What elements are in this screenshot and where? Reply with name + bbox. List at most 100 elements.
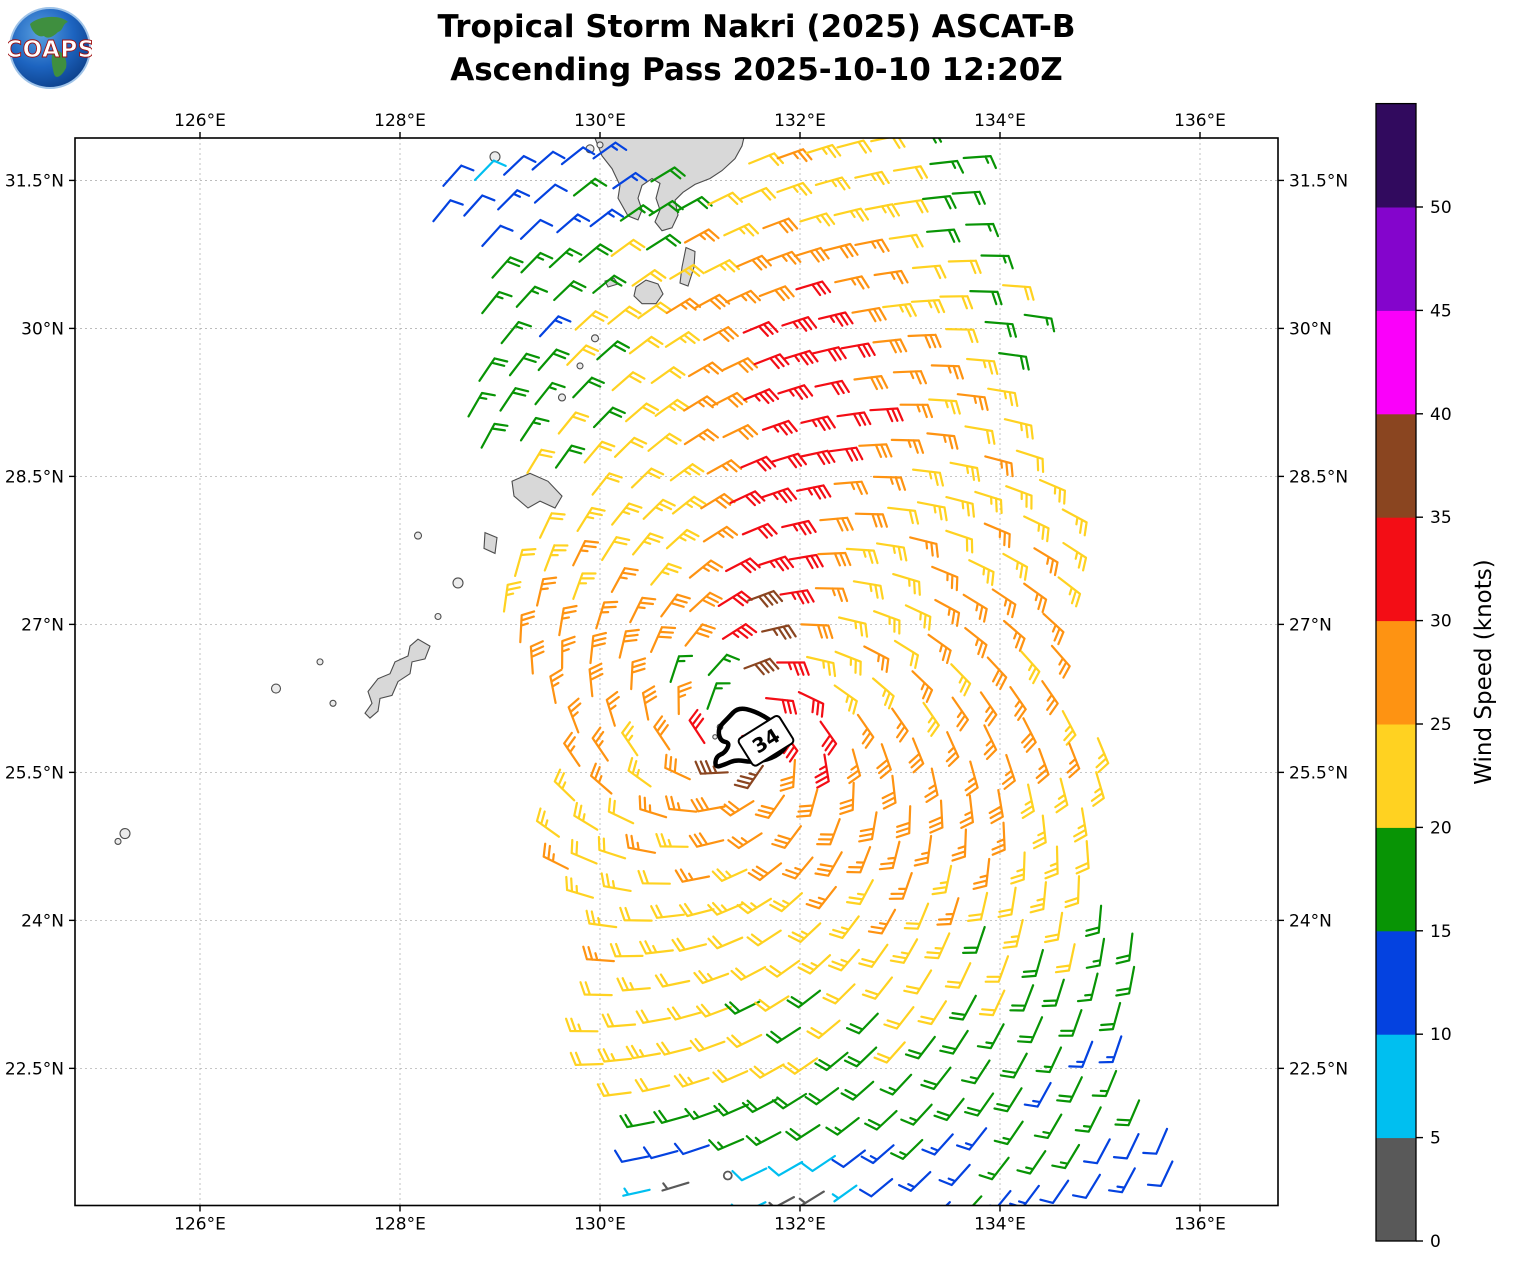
logo-continent-north	[30, 16, 68, 38]
wind-barb	[988, 789, 1004, 825]
wind-barb	[930, 364, 964, 380]
wind-barb	[1021, 948, 1044, 978]
wind-barb	[589, 631, 607, 665]
wind-barb	[689, 1038, 726, 1052]
wind-barb	[761, 487, 798, 504]
wind-barb	[951, 190, 986, 206]
wind-barb	[618, 628, 640, 659]
wind-barb	[924, 932, 951, 960]
wind-barbs-layer	[432, 138, 1174, 1227]
wind-barb	[722, 424, 759, 440]
colorbar-title: Wind Speed (knots)	[1471, 559, 1497, 785]
wind-barb	[674, 868, 711, 883]
land-layer	[114, 138, 745, 845]
wind-barb	[537, 348, 570, 372]
lat-tick-label-right: 31.5°N	[1289, 171, 1348, 191]
wind-barb	[688, 832, 725, 848]
wind-barb	[899, 403, 934, 419]
wind-barb	[928, 799, 944, 834]
wind-barb	[922, 195, 957, 210]
wind-barb	[1044, 845, 1059, 880]
wind-barb	[1076, 972, 1099, 1003]
wind-barb	[713, 1102, 750, 1117]
lon-tick-label-top: 132°E	[774, 111, 826, 131]
island-tokunoshima	[483, 531, 498, 555]
wind-barb	[572, 540, 600, 567]
wind-barb	[917, 1000, 947, 1026]
wind-barb	[944, 962, 972, 989]
wind-barb	[1075, 840, 1090, 875]
wind-barb	[582, 945, 615, 963]
wind-barb	[767, 1160, 804, 1177]
wind-barb	[553, 768, 576, 802]
colorbar-tick-label: 35	[1430, 508, 1452, 528]
lon-tick-label-bottom: 136°E	[1174, 1215, 1226, 1235]
wind-barb	[597, 835, 627, 860]
wind-barb	[520, 251, 554, 274]
wind-barb	[898, 1171, 932, 1192]
wind-barb	[800, 449, 836, 466]
colorbar-tick-label: 10	[1430, 1025, 1452, 1045]
wind-barb	[776, 661, 810, 676]
wind-barb	[945, 328, 979, 344]
wind-barb	[526, 448, 556, 474]
wind-barb	[846, 748, 862, 785]
wind-barb	[785, 1124, 821, 1141]
wind-barb	[839, 781, 855, 815]
wind-barb	[881, 774, 897, 810]
wind-barb	[831, 1149, 866, 1168]
wind-barb	[740, 187, 777, 201]
wind-barb	[1039, 1179, 1070, 1204]
wind-barb	[858, 943, 889, 968]
wind-barb	[1085, 937, 1106, 969]
wind-barb	[553, 280, 587, 302]
lat-tick-label-left: 30°N	[21, 319, 64, 339]
wind-barb	[639, 1216, 673, 1227]
wind-barb	[907, 333, 942, 349]
wind-barb	[787, 922, 822, 943]
wind-barb	[834, 275, 870, 290]
wind-barb	[669, 263, 705, 280]
wind-barb	[704, 259, 740, 274]
island-tanegashima	[679, 246, 696, 287]
wind-barb	[1001, 753, 1016, 790]
islet-okinoerabu	[452, 577, 464, 589]
wind-barb	[639, 940, 674, 955]
wind-barb	[693, 970, 730, 985]
wind-barb	[1035, 747, 1050, 784]
wind-barb	[711, 868, 748, 882]
wind-barb	[814, 379, 850, 396]
wind-barb	[589, 208, 625, 228]
wind-barb	[743, 657, 780, 676]
colorbar-segment	[1376, 413, 1416, 518]
wind-barb	[781, 316, 818, 332]
wind-barb	[921, 1133, 954, 1156]
wind-barb	[671, 495, 707, 515]
wind-barb	[805, 144, 842, 159]
wind-barb	[467, 391, 496, 418]
wind-barb	[1023, 515, 1050, 543]
wind-barb	[1146, 1160, 1174, 1187]
wind-barb	[856, 713, 875, 749]
wind-barb	[481, 224, 514, 247]
wind-barb	[912, 468, 944, 487]
wind-barb	[666, 1006, 703, 1021]
lat-tick-label-left: 22.5°N	[5, 1059, 64, 1079]
wind-barb	[876, 542, 908, 562]
wind-barb	[758, 285, 795, 302]
wind-barb	[1020, 650, 1041, 685]
wind-barb	[561, 635, 576, 670]
wind-barb	[1009, 1184, 1040, 1206]
wind-barb	[843, 1046, 878, 1068]
wind-barb	[993, 1120, 1024, 1146]
lat-tick-label-left: 24°N	[21, 911, 64, 931]
wind-barb	[988, 1190, 1012, 1206]
wind-barb	[929, 159, 965, 174]
wind-barb	[491, 256, 524, 279]
wind-barb	[800, 415, 836, 431]
islet-tonaki	[329, 699, 337, 707]
colorbar-segment	[1376, 827, 1416, 932]
wind-barb	[596, 340, 630, 361]
wind-barb	[798, 1190, 825, 1206]
wind-barb	[891, 707, 909, 743]
